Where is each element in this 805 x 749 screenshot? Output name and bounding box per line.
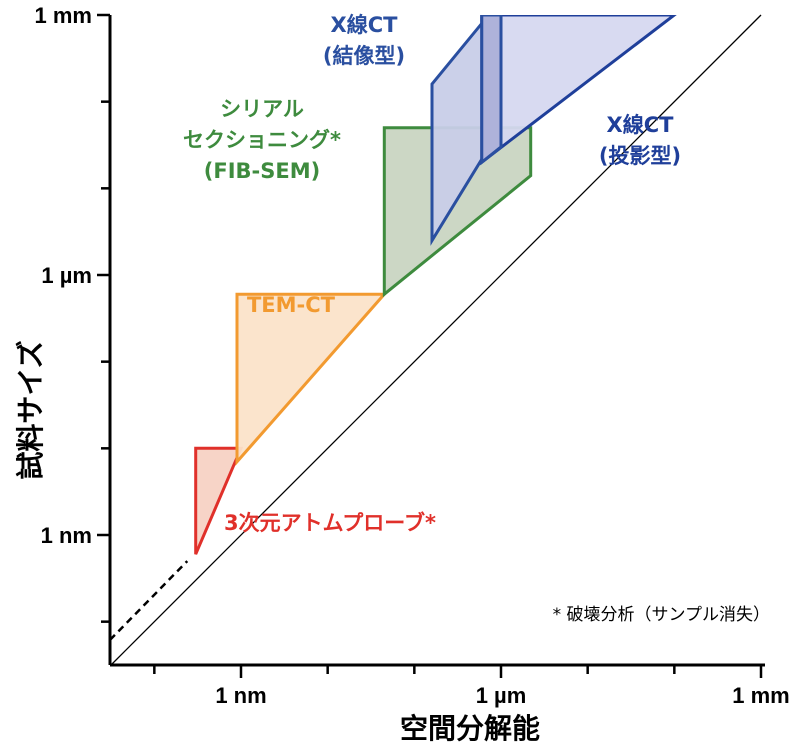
x-tick-label: 1 nm (215, 683, 266, 708)
region-label-4: X線CT (投影型) (599, 113, 681, 168)
tick-labels: 1 nm 1 µm 1 mm 1 nm 1 µm 1 mm (35, 3, 790, 708)
y-tick-label: 1 nm (41, 523, 92, 548)
dashed-extension-line (109, 560, 189, 641)
region-2 (382, 126, 533, 298)
y-axis-title: 試料サイズ (14, 340, 47, 479)
region-label-3: X線CT (結像型) (323, 13, 405, 68)
xct-overlap (480, 15, 503, 166)
chart-regions (194, 15, 677, 555)
region-0 (194, 446, 244, 555)
x-tick-label: 1 mm (732, 683, 789, 708)
y-tick-label: 1 mm (35, 3, 92, 28)
region-label-2: シリアルセクショニング* (FIB-SEM) (183, 97, 341, 183)
region-1 (235, 292, 388, 466)
diagonal-line (110, 14, 762, 666)
region-label-1: TEM-CT (247, 293, 336, 317)
destructive-note: * 破壊分析（サンプル消失） (553, 605, 770, 625)
x-tick-label: 1 µm (476, 683, 527, 708)
region-4 (480, 15, 677, 166)
chart-axes (97, 13, 765, 678)
region-labels: 3次元アトムプローブ* TEM-CT シリアルセクショニング* (FIB-SEM) X線… (183, 13, 681, 535)
y-tick-label: 1 µm (41, 263, 92, 288)
region-label-0: 3次元アトムプローブ* (224, 511, 436, 535)
x-axis-title: 空間分解能 (400, 712, 540, 745)
